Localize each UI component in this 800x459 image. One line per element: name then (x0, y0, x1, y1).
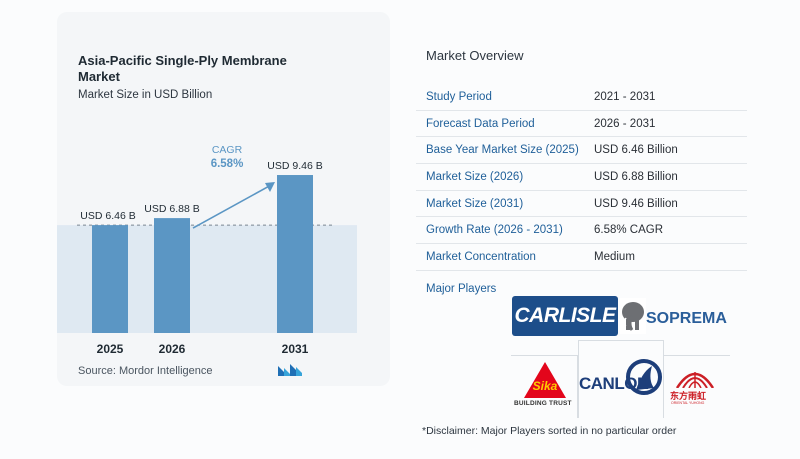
row-key: Market Concentration (426, 250, 536, 263)
bar-2025 (92, 225, 128, 333)
row-value: USD 6.46 Billion (594, 144, 678, 157)
category-label-2026: 2026 (159, 342, 186, 356)
table-row: Base Year Market Size (2025) USD 6.46 Bil… (416, 137, 747, 165)
row-key: Study Period (426, 90, 492, 103)
row-key: Market Size (2031) (426, 197, 524, 210)
mammoth-icon (620, 298, 646, 334)
row-key: Growth Rate (2026 - 2031) (426, 224, 563, 237)
category-label-2025: 2025 (97, 342, 124, 356)
sika-tagline: BUILDING TRUST (514, 400, 572, 407)
row-key: Forecast Data Period (426, 117, 535, 130)
canlon-emblem-icon (626, 359, 662, 395)
sika-logo-box (511, 355, 578, 418)
mordor-logo-icon (278, 364, 302, 376)
cagr-label: CAGR (212, 144, 243, 156)
cagr-value: 6.58% (211, 158, 244, 170)
sika-logo: Sika (524, 362, 566, 398)
row-key: Base Year Market Size (2025) (426, 144, 579, 157)
carlisle-logo: CARLISLE (512, 296, 618, 336)
value-label-2025: USD 6.46 B (80, 210, 135, 222)
carlisle-logo-text: CARLISLE (514, 304, 617, 327)
table-row: Growth Rate (2026 - 2031) 6.58% CAGR (416, 217, 747, 245)
oriental-yuhong-logo-box (664, 355, 730, 418)
row-key: Market Size (2026) (426, 170, 524, 183)
table-row: Study Period 2021 - 2031 (416, 84, 747, 111)
chart-subtitle: Market Size in USD Billion (78, 89, 213, 101)
overview-table: Study Period 2021 - 2031 Forecast Data Pe… (416, 84, 747, 271)
row-value: 6.58% CAGR (594, 224, 664, 237)
category-label-2031: 2031 (282, 342, 309, 356)
row-value: USD 9.46 Billion (594, 197, 678, 210)
table-row: Market Size (2031) USD 9.46 Billion (416, 191, 747, 218)
value-label-2026: USD 6.88 B (144, 203, 199, 215)
table-row: Forecast Data Period 2026 - 2031 (416, 111, 747, 138)
chart-title: Asia-Pacific Single-Ply Membrane Market (78, 53, 287, 84)
oriental-yuhong-logo-text: 东方雨虹 (670, 391, 707, 401)
cagr-arrow-line (192, 184, 272, 229)
table-row: Market Size (2026) USD 6.88 Billion (416, 164, 747, 191)
rainbow-arch-icon (675, 372, 715, 388)
sika-logo-text: Sika (533, 379, 558, 393)
disclaimer: *Disclaimer: Major Players sorted in no … (422, 425, 677, 437)
bar-2031 (277, 175, 313, 333)
bar-chart: USD 6.46 B 2025 USD 6.88 B 2026 USD 9.46 B 20… (57, 144, 357, 356)
overview-title: Market Overview (426, 48, 524, 63)
row-value: 2026 - 2031 (594, 117, 656, 130)
canlon-logo-box (578, 340, 664, 418)
canlon-logo-text: CANLON (579, 374, 649, 393)
table-row: Market Concentration Medium (416, 244, 747, 271)
row-value: Medium (594, 250, 635, 263)
row-value: USD 6.88 Billion (594, 170, 678, 183)
major-players-title: Major Players (426, 283, 497, 295)
soprema-logo: SOPREMA (620, 296, 730, 336)
oriental-yuhong-tagline: ORIENTAL YUHONG (671, 401, 705, 405)
row-value: 2021 - 2031 (594, 90, 656, 103)
cagr-arrow-head (265, 182, 275, 193)
source-text: Source: Mordor Intelligence (78, 365, 213, 377)
value-label-2031: USD 9.46 B (267, 160, 322, 172)
bar-2026 (154, 218, 190, 333)
soprema-logo-text: SOPREMA (646, 310, 727, 327)
